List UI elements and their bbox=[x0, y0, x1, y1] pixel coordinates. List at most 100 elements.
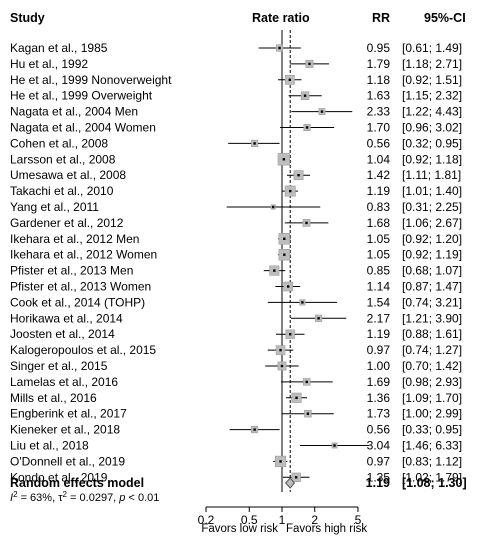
study-label: Kondo et al., 2019 bbox=[10, 470, 108, 484]
study-rr: 1.36 bbox=[367, 391, 391, 405]
header-rate-ratio: Rate ratio bbox=[252, 11, 310, 25]
study-label: Horikawa et al., 2014 bbox=[10, 311, 123, 325]
study-rr: 1.04 bbox=[367, 152, 391, 166]
study-ci: [0.33; 0.95] bbox=[402, 423, 462, 437]
point-estimate bbox=[333, 444, 336, 447]
study-rr: 1.73 bbox=[367, 407, 391, 421]
study-rr: 1.05 bbox=[367, 232, 391, 246]
study-label: Larsson et al., 2008 bbox=[10, 152, 116, 166]
study-row: Ikehara et al., 2012 Men 1.05 [0.92; 1.20] bbox=[10, 232, 462, 246]
point-estimate bbox=[305, 126, 309, 129]
study-row: He et al., 1999 Nonoverweight 1.18 [0.92; … bbox=[10, 73, 462, 87]
point-estimate bbox=[272, 205, 275, 209]
study-ci: [1.09; 1.70] bbox=[402, 391, 462, 405]
study-row: Singer et al., 2015 1.00 [0.70; 1.42] bbox=[10, 359, 462, 373]
study-label: He et al., 1999 Nonoverweight bbox=[10, 73, 172, 87]
study-label: Nagata et al., 2004 Women bbox=[10, 121, 156, 135]
study-row: Kalogeropoulos et al., 2015 0.97 [0.74; 1.… bbox=[10, 343, 462, 357]
x-tick-label: 2 bbox=[311, 513, 318, 527]
point-estimate bbox=[308, 62, 311, 66]
header-ci: 95%-CI bbox=[424, 11, 466, 25]
study-row: Umesawa et al., 2008 1.42 [1.11; 1.81] bbox=[10, 168, 461, 182]
study-label: Cohen et al., 2008 bbox=[10, 136, 108, 150]
header-study: Study bbox=[10, 11, 45, 25]
point-estimate bbox=[320, 110, 324, 113]
study-row: Joosten et al., 2014 1.19 [0.88; 1.61] bbox=[10, 327, 462, 341]
study-ci: [1.11; 1.81] bbox=[402, 168, 461, 182]
study-rr: 1.14 bbox=[367, 280, 391, 294]
study-ci: [1.15; 2.32] bbox=[402, 89, 462, 103]
point-estimate bbox=[283, 253, 286, 256]
study-ci: [1.21; 3.90] bbox=[402, 311, 462, 325]
study-rr: 1.42 bbox=[367, 168, 391, 182]
header-rr: RR bbox=[372, 11, 390, 25]
study-ci: [0.74; 3.21] bbox=[402, 295, 462, 309]
study-row: Lamelas et al., 2016 1.69 [0.98; 2.93] bbox=[10, 375, 462, 389]
study-label: Ikehara et al., 2012 Men bbox=[10, 232, 139, 246]
study-row: Engberink et al., 2017 1.73 [1.00; 2.99] bbox=[10, 407, 462, 421]
x-tick-label: 5 bbox=[355, 513, 362, 527]
study-label: Ikehara et al., 2012 Women bbox=[10, 248, 157, 262]
study-rr: 0.97 bbox=[367, 343, 391, 357]
summary-ci: [1.08; 1.30] bbox=[402, 476, 467, 490]
favors-low-risk-label: Favors low risk bbox=[201, 523, 278, 535]
study-label: Engberink et al., 2017 bbox=[10, 407, 127, 421]
study-row: Liu et al., 2018 3.04 [1.46; 6.33] bbox=[10, 439, 462, 453]
study-rr: 2.17 bbox=[367, 311, 391, 325]
study-row: Pfister et al., 2013 Women 1.14 [0.87; 1.4… bbox=[10, 280, 462, 294]
study-row: Kagan et al., 1985 0.95 [0.61; 1.49] bbox=[10, 41, 462, 55]
study-label: He et al., 1999 Overweight bbox=[10, 89, 153, 103]
study-label: Mills et al., 2016 bbox=[10, 391, 97, 405]
study-ci: [0.70; 1.42] bbox=[402, 359, 462, 373]
study-label: Pfister et al., 2013 Men bbox=[10, 264, 133, 278]
study-row: Kondo et al., 2019 1.35 [1.02; 1.79] bbox=[10, 470, 462, 484]
study-ci: [0.96; 3.02] bbox=[402, 121, 462, 135]
study-row: Nagata et al., 2004 Women 1.70 [0.96; 3.02… bbox=[10, 121, 462, 135]
x-axis: 0.2 0.5 1 2 5 bbox=[198, 506, 362, 527]
study-row: Gardener et al., 2012 1.68 [1.06; 2.67] bbox=[10, 216, 462, 230]
point-estimate bbox=[305, 221, 308, 225]
study-rr: 0.56 bbox=[367, 423, 391, 437]
study-ci: [1.02; 1.79] bbox=[402, 470, 462, 484]
favors-high-risk-label: Favors high risk bbox=[286, 523, 367, 535]
study-row: Nagata et al., 2004 Men 2.33 [1.22; 4.43] bbox=[10, 105, 462, 119]
point-estimate bbox=[279, 460, 282, 463]
study-rr: 1.70 bbox=[367, 121, 391, 135]
study-ci: [0.92; 1.19] bbox=[402, 248, 462, 262]
point-estimate bbox=[289, 333, 292, 336]
point-estimate bbox=[253, 142, 256, 145]
study-rr: 0.95 bbox=[367, 41, 391, 55]
study-rr: 1.05 bbox=[367, 248, 391, 262]
point-estimate bbox=[297, 174, 300, 177]
study-label: Hu et al., 1992 bbox=[10, 57, 88, 71]
study-row: Kieneker et al., 2018 0.56 [0.33; 0.95] bbox=[10, 423, 462, 437]
study-row: Cohen et al., 2008 0.56 [0.32; 0.95] bbox=[10, 136, 462, 150]
study-rr: 1.00 bbox=[367, 359, 391, 373]
study-label: Kagan et al., 1985 bbox=[10, 41, 108, 55]
study-rr: 1.35 bbox=[367, 470, 391, 484]
study-row: Horikawa et al., 2014 2.17 [1.21; 3.90] bbox=[10, 311, 462, 325]
study-label: Liu et al., 2018 bbox=[10, 439, 89, 453]
study-ci: [1.18; 2.71] bbox=[402, 57, 462, 71]
study-rr: 0.97 bbox=[367, 454, 391, 468]
study-ci: [0.92; 1.51] bbox=[402, 73, 462, 87]
study-ci: [0.83; 1.12] bbox=[402, 454, 462, 468]
study-label: Singer et al., 2015 bbox=[10, 359, 108, 373]
study-ci: [0.92; 1.18] bbox=[402, 152, 462, 166]
point-estimate bbox=[282, 158, 286, 161]
study-rows: Kagan et al., 1985 0.95 [0.61; 1.49] Hu et … bbox=[10, 41, 462, 484]
study-rr: 1.68 bbox=[367, 216, 391, 230]
study-row: Ikehara et al., 2012 Women 1.05 [0.92; 1.1… bbox=[10, 248, 462, 262]
study-rr: 1.69 bbox=[367, 375, 391, 389]
study-rr: 0.83 bbox=[367, 200, 391, 214]
point-estimate bbox=[273, 269, 276, 272]
study-ci: [0.92; 1.20] bbox=[402, 232, 462, 246]
study-label: Joosten et al., 2014 bbox=[10, 327, 115, 341]
study-rr: 1.63 bbox=[367, 89, 391, 103]
summary-rr: 1.19 bbox=[366, 476, 390, 490]
point-estimate bbox=[303, 94, 307, 97]
study-ci: [1.00; 2.99] bbox=[402, 407, 462, 421]
study-rr: 2.33 bbox=[367, 105, 391, 119]
study-ci: [1.46; 6.33] bbox=[402, 439, 462, 453]
